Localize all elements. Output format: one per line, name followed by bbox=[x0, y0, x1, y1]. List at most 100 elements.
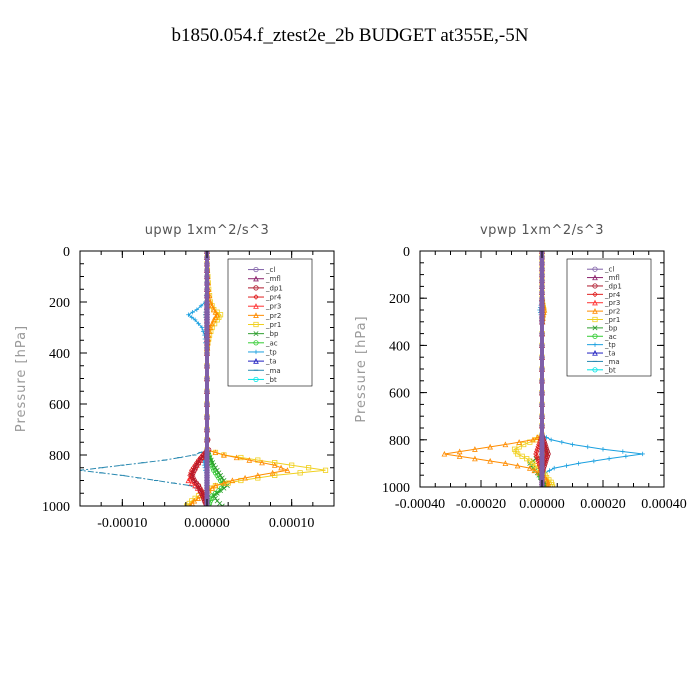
data-point-cl bbox=[204, 317, 210, 323]
data-point-cl bbox=[204, 336, 210, 342]
data-point-pr2 bbox=[502, 460, 509, 467]
data-point-pr2 bbox=[472, 455, 478, 462]
data-point-bp bbox=[208, 457, 214, 463]
data-point-pr2 bbox=[530, 436, 536, 443]
data-point-pr3 bbox=[188, 479, 195, 486]
legend-item: _cl bbox=[587, 266, 614, 274]
legend-label: _ac bbox=[265, 339, 278, 347]
legend-marker-dp1 bbox=[592, 283, 598, 289]
legend-label: _tp bbox=[265, 348, 277, 356]
x-tick-label: -0.00020 bbox=[456, 497, 506, 512]
data-point-cl bbox=[539, 260, 545, 266]
legend-marker-ac bbox=[592, 333, 598, 339]
data-point-bp bbox=[216, 470, 222, 476]
data-point-cl bbox=[204, 280, 210, 286]
legend-marker-pr1 bbox=[592, 316, 598, 323]
data-point-bp bbox=[210, 460, 215, 466]
legend-item: _pr1 bbox=[587, 316, 620, 324]
data-point-pr2 bbox=[531, 467, 538, 474]
data-point-cl bbox=[204, 488, 210, 494]
data-point-bp bbox=[214, 490, 220, 496]
y-tick-label: 1000 bbox=[42, 500, 70, 515]
data-point-bp bbox=[221, 485, 227, 491]
legend-marker-pr4 bbox=[253, 294, 259, 300]
y-tick-label: 200 bbox=[389, 292, 410, 307]
legend-item: _pr4 bbox=[587, 291, 621, 299]
data-point-pr2 bbox=[195, 495, 201, 501]
legend-marker-mfl bbox=[253, 275, 259, 282]
legend-label: _pr1 bbox=[604, 316, 620, 324]
data-point-cl bbox=[539, 319, 545, 325]
data-point-cl bbox=[204, 467, 210, 473]
data-point-cl bbox=[204, 426, 210, 433]
x-tick-label: 0.00000 bbox=[519, 497, 565, 512]
data-point-pr4 bbox=[533, 453, 540, 460]
data-point-cl bbox=[204, 493, 210, 499]
data-point-dp1 bbox=[190, 475, 196, 481]
data-point-dp1 bbox=[196, 485, 202, 491]
data-point-pr2 bbox=[516, 439, 522, 445]
data-point-pr2 bbox=[472, 446, 478, 452]
data-point-cl bbox=[539, 354, 545, 360]
data-point-pr2 bbox=[441, 450, 448, 457]
y-tick-label: 200 bbox=[49, 296, 70, 311]
data-point-cl bbox=[204, 454, 210, 461]
legend-label: _bp bbox=[265, 330, 279, 338]
data-point-cl bbox=[539, 389, 545, 396]
data-point-pr3 bbox=[185, 477, 192, 484]
data-point-tp bbox=[199, 325, 205, 330]
data-point-bp bbox=[211, 462, 217, 468]
legend-box bbox=[566, 258, 652, 377]
legend-label: _dp1 bbox=[604, 282, 622, 290]
y-tick-label: 600 bbox=[389, 387, 410, 402]
data-point-tp bbox=[186, 312, 191, 317]
x-tick-label: 0.00000 bbox=[184, 516, 230, 531]
data-point-pr4 bbox=[534, 455, 541, 462]
data-point-cl bbox=[539, 413, 545, 419]
data-point-pr2 bbox=[242, 474, 248, 481]
data-point-cl bbox=[204, 350, 210, 356]
data-point-bp bbox=[212, 495, 218, 501]
legend-label: _pr4 bbox=[265, 294, 282, 302]
data-point-pr2 bbox=[526, 465, 533, 471]
y-axis-label: Pressure [hPa] bbox=[354, 315, 369, 422]
data-point-cl bbox=[204, 293, 210, 299]
data-point-cl bbox=[204, 267, 210, 273]
data-point-cl bbox=[204, 449, 210, 456]
data-point-tp bbox=[591, 458, 597, 464]
series-cl bbox=[539, 251, 545, 487]
data-point-pr2 bbox=[212, 482, 219, 489]
legend: _cl_mfl_dp1_pr4_pr3_pr2_pr1_bp_ac_tp_ta_… bbox=[566, 258, 652, 377]
legend-marker-pr3 bbox=[592, 299, 598, 306]
data-point-cl bbox=[204, 299, 210, 305]
data-point-cl bbox=[539, 423, 545, 429]
legend-marker-bt bbox=[592, 367, 598, 373]
legend-item: _mfl bbox=[248, 275, 281, 283]
legend-item: _bt bbox=[587, 366, 616, 374]
data-point-dp1 bbox=[198, 490, 205, 496]
legend-marker-pr1 bbox=[253, 321, 259, 328]
data-point-cl bbox=[539, 366, 545, 372]
data-point-cl bbox=[204, 475, 210, 481]
data-point-tp bbox=[552, 465, 557, 471]
data-point-tp bbox=[640, 451, 645, 457]
data-point-dp1 bbox=[191, 467, 197, 473]
legend-marker-tp bbox=[592, 342, 598, 347]
data-point-cl bbox=[204, 345, 210, 351]
data-point-pr2 bbox=[212, 449, 219, 456]
data-point-pr2 bbox=[191, 497, 198, 504]
figure-title: b1850.054.f_ztest2e_2b BUDGET at355E,-5N bbox=[172, 25, 529, 46]
data-point-cl bbox=[204, 309, 210, 315]
data-point-tp bbox=[564, 463, 569, 468]
data-point-dp1 bbox=[197, 488, 203, 494]
data-point-cl bbox=[204, 261, 210, 267]
data-point-cl bbox=[204, 321, 210, 327]
legend: _cl_mfl_dp1_pr4_pr3_pr2_pr1_bp_ac_tp_ta_… bbox=[227, 258, 313, 387]
legend-label: _dp1 bbox=[265, 284, 283, 292]
y-tick-label: 800 bbox=[389, 434, 410, 449]
data-point-pr2 bbox=[214, 311, 221, 318]
data-point-cl bbox=[539, 312, 545, 318]
legend-marker-dp1 bbox=[253, 285, 259, 291]
data-point-pr2 bbox=[210, 316, 217, 323]
data-point-cl bbox=[204, 470, 210, 476]
